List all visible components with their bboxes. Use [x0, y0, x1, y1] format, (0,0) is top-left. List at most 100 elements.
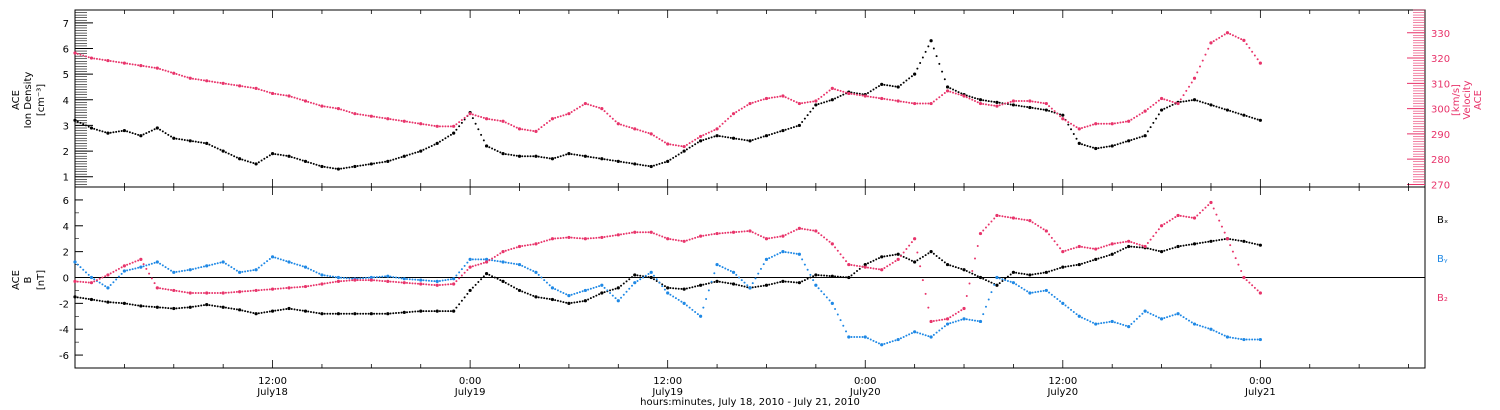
ion-density-point [79, 121, 82, 124]
bx-point [517, 288, 522, 293]
ion-density-point [452, 131, 456, 135]
velocity-point [938, 96, 941, 99]
velocity-point [408, 121, 411, 124]
bx-point [515, 287, 518, 290]
by-point [230, 266, 233, 269]
b-tick-label: -6 [59, 351, 69, 362]
by-point [460, 268, 463, 271]
velocity-point [790, 98, 793, 101]
bx-point [356, 312, 359, 315]
velocity-point [145, 65, 148, 68]
by-point [342, 276, 345, 279]
ion-density-point [1133, 138, 1136, 141]
ion-density-point [191, 140, 194, 143]
by-point [309, 268, 312, 271]
velocity-point [1146, 108, 1149, 111]
velocity-point [696, 137, 699, 140]
by-point [400, 277, 403, 280]
bx-point [548, 298, 551, 301]
bx-point [978, 275, 983, 280]
by-point [205, 264, 209, 268]
ion-density-point [721, 135, 724, 138]
ion-density-point [246, 160, 249, 163]
ion-density-point [1251, 116, 1254, 119]
ion-density-point [672, 156, 675, 159]
bz-point [1212, 207, 1215, 210]
by-point [1182, 316, 1185, 319]
by-point [181, 270, 184, 273]
bz-point [381, 279, 384, 282]
by-point [1185, 317, 1188, 320]
velocity-point [845, 91, 848, 94]
bz-point [93, 280, 96, 283]
ion-density-point [493, 148, 496, 151]
bx-point [364, 312, 367, 315]
bx-point [408, 310, 411, 313]
by-point [458, 271, 461, 274]
by-point [1124, 324, 1127, 327]
bx-point [400, 311, 403, 314]
bz-point [458, 277, 461, 280]
velocity-point [128, 62, 131, 65]
velocity-point [270, 91, 275, 96]
bx-point [309, 310, 312, 313]
velocity-point [842, 90, 845, 93]
bz-point [1006, 216, 1009, 219]
velocity-point [213, 81, 216, 84]
bz-point [252, 289, 255, 292]
velocity-point [583, 101, 587, 106]
ion-density-point [109, 131, 112, 134]
bx-point [699, 283, 703, 287]
bx-point [565, 301, 568, 304]
ion-density-point [751, 138, 754, 141]
velocity-point [1015, 100, 1018, 103]
ion-density-point [801, 121, 804, 124]
by-point [1199, 324, 1201, 327]
velocity-point [883, 97, 886, 100]
by-point [1105, 321, 1108, 324]
velocity-point [954, 92, 957, 95]
velocity-point [589, 104, 592, 107]
ion-density-point [968, 95, 971, 98]
bx-point [348, 312, 351, 315]
velocity-point [139, 64, 143, 68]
bx-point [888, 254, 891, 257]
velocity-point [458, 121, 461, 124]
by-point [1253, 338, 1256, 341]
by-point [145, 264, 148, 267]
velocity-point [886, 98, 889, 101]
by-point [842, 324, 845, 327]
bx-point [1190, 243, 1193, 246]
velocity-point [1253, 54, 1256, 57]
velocity-point [943, 92, 946, 95]
velocity-point [1037, 101, 1040, 104]
bz-point [95, 279, 98, 282]
bx-point [616, 286, 620, 290]
bx-point [1094, 257, 1098, 261]
bz-point [148, 272, 151, 275]
velocity-point [477, 115, 480, 118]
bx-point [224, 306, 227, 309]
velocity-point [562, 114, 565, 117]
velocity-point [1023, 100, 1026, 103]
by-point [1108, 320, 1111, 323]
ion-density-point [809, 110, 812, 113]
ion-density-point [312, 162, 315, 165]
bz-point [746, 230, 749, 233]
bz-point [724, 231, 727, 234]
bz-point [315, 283, 318, 286]
by-point [1163, 317, 1166, 320]
bz-point [872, 267, 875, 270]
bx-point [137, 304, 140, 307]
bz-point [910, 241, 913, 244]
by-point [1229, 336, 1232, 339]
velocity-point [1149, 105, 1152, 108]
bx-point [293, 308, 296, 311]
velocity-point [1056, 112, 1059, 115]
velocity-point [381, 116, 384, 119]
ion-density-point [1048, 109, 1051, 112]
bx-point [823, 274, 826, 277]
bz-point [891, 261, 894, 264]
bx-point [449, 310, 452, 313]
by-point [1011, 281, 1016, 285]
